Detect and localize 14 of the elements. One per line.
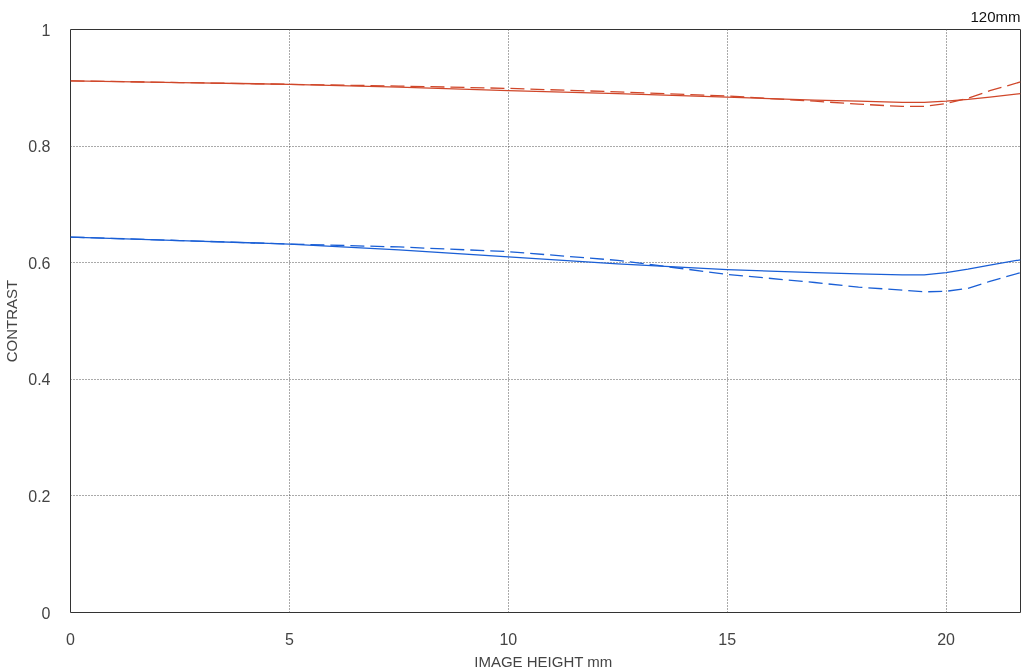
x-tick-label: 15 bbox=[718, 630, 737, 648]
y-tick-label: 0.4 bbox=[28, 371, 51, 389]
x-axis-title: IMAGE HEIGHT mm bbox=[474, 652, 613, 670]
x-tick-label: 5 bbox=[284, 630, 294, 648]
y-tick-label: 0.6 bbox=[28, 254, 51, 272]
y-tick-label: 1 bbox=[41, 21, 51, 39]
chart-title: 120mm bbox=[970, 7, 1021, 25]
y-tick-label: 0 bbox=[41, 604, 51, 622]
x-tick-label: 0 bbox=[66, 630, 76, 648]
x-tick-label: 20 bbox=[937, 630, 956, 648]
x-tick-label: 10 bbox=[499, 630, 518, 648]
y-tick-label: 0.8 bbox=[28, 138, 51, 156]
y-tick-label: 0.2 bbox=[28, 487, 51, 505]
y-axis-title: CONTRAST bbox=[3, 279, 21, 363]
